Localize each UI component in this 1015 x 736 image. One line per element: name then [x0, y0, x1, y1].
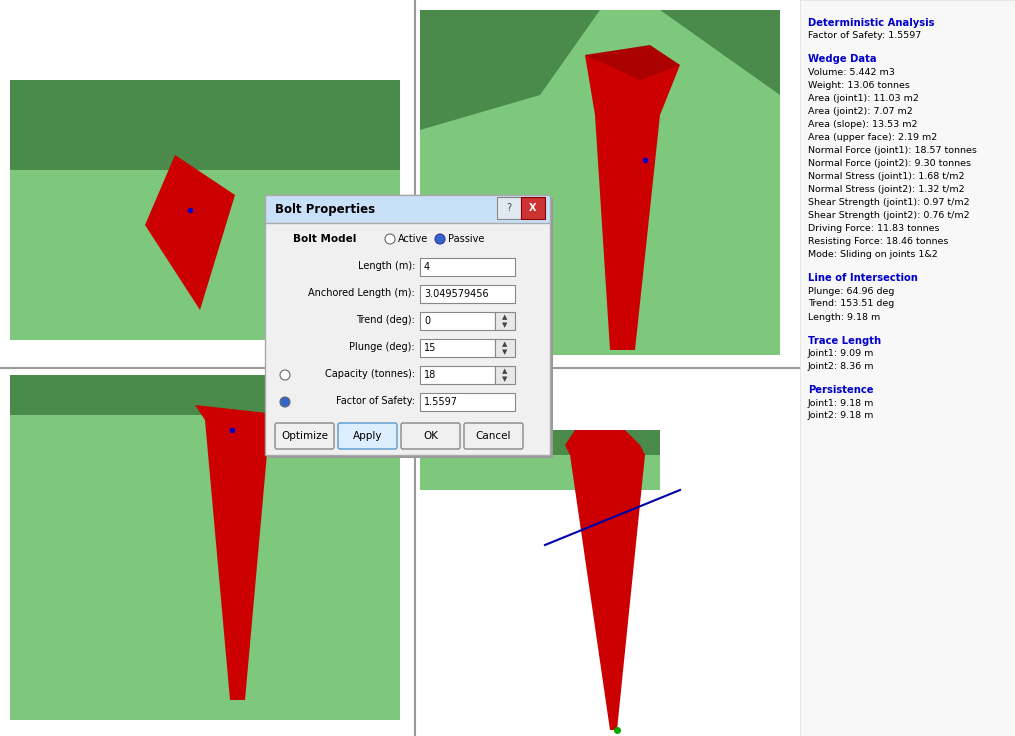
- Text: Factor of Safety: 1.5597: Factor of Safety: 1.5597: [808, 32, 922, 40]
- Polygon shape: [195, 405, 285, 700]
- FancyBboxPatch shape: [268, 198, 553, 458]
- Text: X: X: [529, 203, 537, 213]
- Polygon shape: [660, 10, 780, 95]
- Polygon shape: [565, 430, 645, 730]
- Text: Normal Stress (joint1): 1.68 t/m2: Normal Stress (joint1): 1.68 t/m2: [808, 172, 964, 181]
- Text: Trend (deg):: Trend (deg):: [356, 315, 415, 325]
- Text: Joint2: 8.36 m: Joint2: 8.36 m: [808, 362, 875, 371]
- FancyBboxPatch shape: [420, 258, 515, 276]
- FancyBboxPatch shape: [338, 423, 397, 449]
- Text: 18: 18: [424, 370, 436, 380]
- Polygon shape: [420, 10, 600, 130]
- Polygon shape: [585, 45, 680, 80]
- Text: ▼: ▼: [502, 349, 508, 355]
- Text: Optimize: Optimize: [281, 431, 328, 441]
- Text: Volume: 5.442 m3: Volume: 5.442 m3: [808, 68, 895, 77]
- Text: Line of Intersection: Line of Intersection: [808, 273, 918, 283]
- Text: 15: 15: [424, 343, 436, 353]
- Polygon shape: [10, 80, 400, 340]
- Text: ▼: ▼: [502, 322, 508, 328]
- Circle shape: [435, 234, 445, 244]
- FancyBboxPatch shape: [420, 285, 515, 303]
- Text: Joint2: 9.18 m: Joint2: 9.18 m: [808, 411, 874, 420]
- Text: Length (m):: Length (m):: [357, 261, 415, 271]
- Text: Area (slope): 13.53 m2: Area (slope): 13.53 m2: [808, 120, 918, 129]
- Text: Shear Strength (joint2): 0.76 t/m2: Shear Strength (joint2): 0.76 t/m2: [808, 211, 969, 220]
- FancyBboxPatch shape: [464, 423, 523, 449]
- Polygon shape: [420, 430, 660, 455]
- FancyBboxPatch shape: [265, 195, 550, 223]
- Text: Shear Strength (joint1): 0.97 t/m2: Shear Strength (joint1): 0.97 t/m2: [808, 198, 969, 207]
- FancyBboxPatch shape: [420, 312, 495, 330]
- Text: Persistence: Persistence: [808, 385, 874, 395]
- Polygon shape: [420, 10, 780, 355]
- Circle shape: [280, 370, 290, 380]
- FancyBboxPatch shape: [401, 423, 460, 449]
- Text: Factor of Safety:: Factor of Safety:: [336, 396, 415, 406]
- Text: Area (upper face): 2.19 m2: Area (upper face): 2.19 m2: [808, 133, 937, 142]
- Text: ▼: ▼: [502, 376, 508, 382]
- Polygon shape: [800, 0, 1015, 736]
- Text: Anchored Length (m):: Anchored Length (m):: [309, 288, 415, 298]
- Text: Deterministic Analysis: Deterministic Analysis: [808, 18, 935, 28]
- Text: Normal Force (joint2): 9.30 tonnes: Normal Force (joint2): 9.30 tonnes: [808, 159, 971, 168]
- Polygon shape: [10, 375, 400, 720]
- Text: Normal Force (joint1): 18.57 tonnes: Normal Force (joint1): 18.57 tonnes: [808, 146, 976, 155]
- Text: Weight: 13.06 tonnes: Weight: 13.06 tonnes: [808, 81, 909, 90]
- Polygon shape: [10, 375, 400, 415]
- Polygon shape: [420, 455, 660, 490]
- Text: 0: 0: [424, 316, 430, 326]
- Text: Normal Stress (joint2): 1.32 t/m2: Normal Stress (joint2): 1.32 t/m2: [808, 185, 964, 194]
- Text: ▲: ▲: [502, 368, 508, 374]
- Text: Capacity (tonnes):: Capacity (tonnes):: [325, 369, 415, 379]
- FancyBboxPatch shape: [495, 339, 515, 357]
- Text: Passive: Passive: [448, 234, 484, 244]
- Text: 3.049579456: 3.049579456: [424, 289, 488, 299]
- FancyBboxPatch shape: [495, 366, 515, 384]
- Polygon shape: [145, 155, 235, 310]
- FancyBboxPatch shape: [495, 312, 515, 330]
- Text: Area (joint2): 7.07 m2: Area (joint2): 7.07 m2: [808, 107, 912, 116]
- FancyBboxPatch shape: [497, 197, 521, 219]
- Text: Area (joint1): 11.03 m2: Area (joint1): 11.03 m2: [808, 94, 919, 103]
- Text: ▲: ▲: [502, 314, 508, 320]
- Circle shape: [280, 397, 290, 407]
- Text: Resisting Force: 18.46 tonnes: Resisting Force: 18.46 tonnes: [808, 237, 948, 246]
- Polygon shape: [585, 55, 680, 350]
- Text: Trend: 153.51 deg: Trend: 153.51 deg: [808, 300, 894, 308]
- Text: Plunge: 64.96 deg: Plunge: 64.96 deg: [808, 286, 894, 295]
- Text: Bolt Properties: Bolt Properties: [275, 202, 376, 216]
- Text: ?: ?: [506, 203, 512, 213]
- Text: 4: 4: [424, 262, 430, 272]
- Text: Mode: Sliding on joints 1&2: Mode: Sliding on joints 1&2: [808, 250, 938, 259]
- Text: 1.5597: 1.5597: [424, 397, 458, 407]
- Text: ▲: ▲: [502, 341, 508, 347]
- FancyBboxPatch shape: [420, 339, 495, 357]
- Text: Length: 9.18 m: Length: 9.18 m: [808, 313, 880, 322]
- Circle shape: [385, 234, 395, 244]
- FancyBboxPatch shape: [521, 197, 545, 219]
- Text: Active: Active: [398, 234, 428, 244]
- Text: Joint1: 9.09 m: Joint1: 9.09 m: [808, 349, 874, 358]
- Text: Joint1: 9.18 m: Joint1: 9.18 m: [808, 398, 874, 408]
- Text: Cancel: Cancel: [476, 431, 512, 441]
- Text: Plunge (deg):: Plunge (deg):: [349, 342, 415, 352]
- Text: Wedge Data: Wedge Data: [808, 54, 877, 65]
- FancyBboxPatch shape: [420, 393, 515, 411]
- Text: OK: OK: [423, 431, 438, 441]
- FancyBboxPatch shape: [265, 195, 550, 455]
- Text: Driving Force: 11.83 tonnes: Driving Force: 11.83 tonnes: [808, 224, 940, 233]
- FancyBboxPatch shape: [420, 366, 495, 384]
- FancyBboxPatch shape: [275, 423, 334, 449]
- Text: Trace Length: Trace Length: [808, 336, 881, 345]
- Text: Apply: Apply: [353, 431, 383, 441]
- Polygon shape: [10, 80, 400, 170]
- Text: Bolt Model: Bolt Model: [293, 234, 356, 244]
